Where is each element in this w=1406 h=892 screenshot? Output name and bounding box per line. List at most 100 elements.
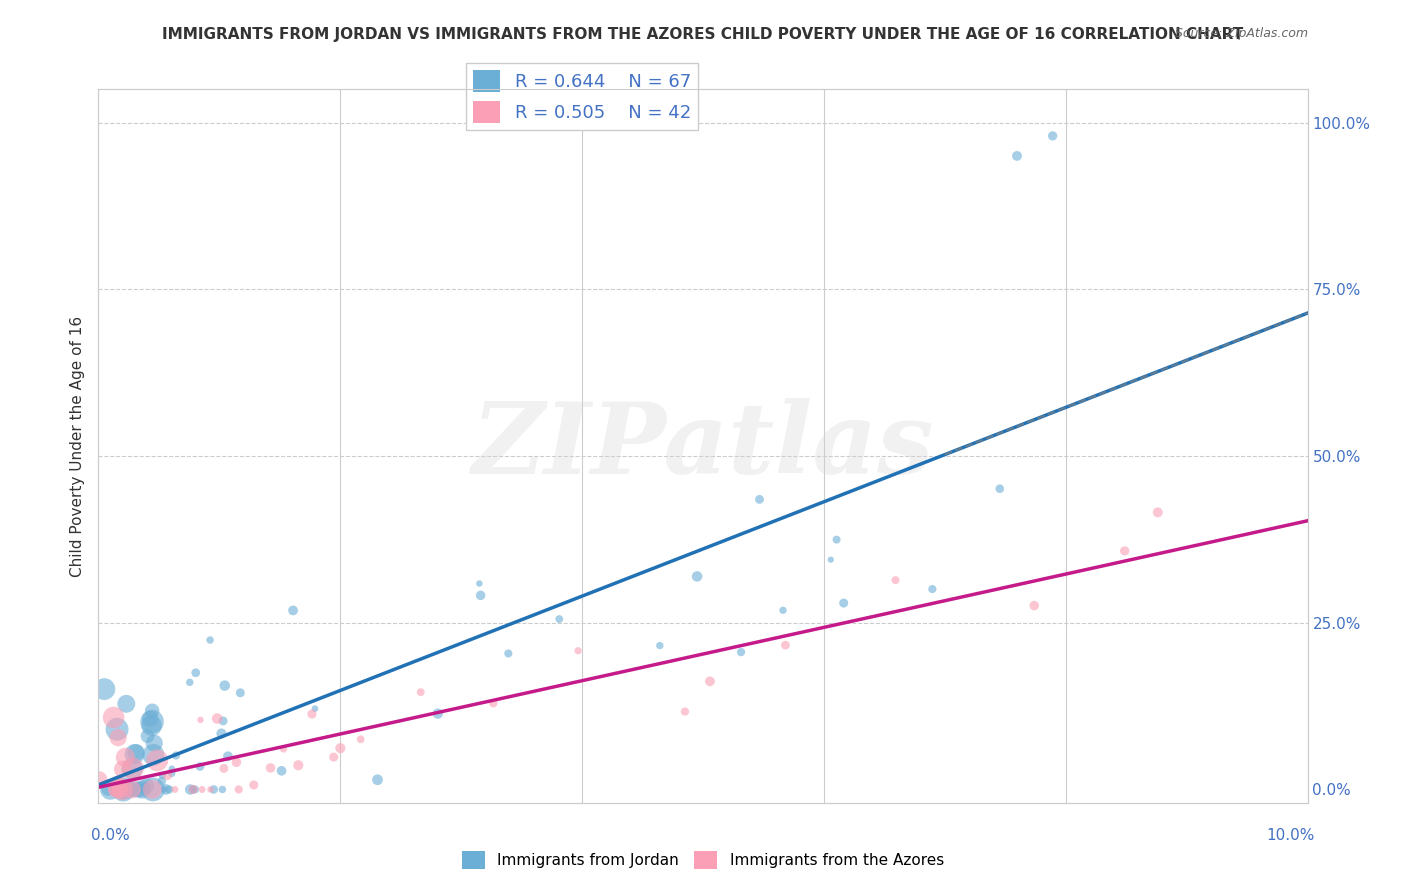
- Immigrants from Jordan: [229, 686, 252, 700]
- Immigrants from the Azores: [146, 753, 169, 767]
- Immigrants from Jordan: [214, 679, 236, 693]
- Immigrants from Jordan: [160, 766, 183, 780]
- Immigrants from the Azores: [329, 741, 352, 756]
- Immigrants from the Azores: [673, 705, 696, 719]
- Immigrants from the Azores: [107, 731, 129, 745]
- Immigrants from the Azores: [1146, 505, 1168, 519]
- Immigrants from Jordan: [143, 736, 166, 750]
- Immigrants from Jordan: [115, 697, 138, 711]
- Immigrants from Jordan: [281, 603, 304, 617]
- Immigrants from Jordan: [165, 748, 187, 763]
- Immigrants from Jordan: [124, 747, 146, 761]
- Immigrants from the Azores: [884, 573, 907, 587]
- Immigrants from Jordan: [142, 747, 165, 762]
- Text: IMMIGRANTS FROM JORDAN VS IMMIGRANTS FROM THE AZORES CHILD POVERTY UNDER THE AGE: IMMIGRANTS FROM JORDAN VS IMMIGRANTS FRO…: [162, 27, 1244, 42]
- Immigrants from the Azores: [111, 782, 134, 797]
- Immigrants from the Azores: [482, 696, 505, 710]
- Text: ZIPatlas: ZIPatlas: [472, 398, 934, 494]
- Immigrants from Jordan: [131, 782, 153, 797]
- Immigrants from the Azores: [287, 758, 309, 772]
- Immigrants from Jordan: [468, 576, 491, 591]
- Immigrants from Jordan: [748, 492, 770, 507]
- Immigrants from the Azores: [181, 782, 204, 797]
- Immigrants from Jordan: [135, 779, 157, 793]
- Immigrants from Jordan: [498, 647, 520, 661]
- Immigrants from Jordan: [1005, 149, 1028, 163]
- Immigrants from the Azores: [225, 756, 247, 770]
- Immigrants from Jordan: [153, 782, 176, 797]
- Immigrants from Jordan: [304, 701, 326, 715]
- Immigrants from the Azores: [107, 776, 129, 790]
- Immigrants from the Azores: [205, 712, 228, 726]
- Immigrants from the Azores: [103, 710, 125, 724]
- Immigrants from Jordan: [988, 482, 1011, 496]
- Immigrants from Jordan: [136, 729, 159, 743]
- Immigrants from the Azores: [156, 768, 179, 782]
- Immigrants from Jordan: [202, 782, 225, 797]
- Immigrants from the Azores: [111, 762, 134, 776]
- Legend: R = 0.644    N = 67, R = 0.505    N = 42: R = 0.644 N = 67, R = 0.505 N = 42: [465, 62, 699, 130]
- Immigrants from Jordan: [141, 718, 163, 732]
- Immigrants from Jordan: [832, 596, 855, 610]
- Immigrants from Jordan: [184, 782, 207, 797]
- Immigrants from Jordan: [212, 714, 235, 728]
- Immigrants from Jordan: [125, 746, 148, 760]
- Immigrants from Jordan: [820, 552, 842, 566]
- Immigrants from Jordan: [730, 645, 752, 659]
- Immigrants from Jordan: [139, 712, 162, 726]
- Immigrants from Jordan: [211, 782, 233, 797]
- Immigrants from Jordan: [548, 612, 571, 626]
- Y-axis label: Child Poverty Under the Age of 16: Child Poverty Under the Age of 16: [69, 316, 84, 576]
- Immigrants from Jordan: [150, 768, 173, 782]
- Immigrants from Jordan: [124, 782, 146, 797]
- Immigrants from Jordan: [179, 782, 201, 797]
- Immigrants from the Azores: [259, 761, 281, 775]
- Immigrants from Jordan: [921, 582, 943, 596]
- Immigrants from the Azores: [212, 761, 235, 775]
- Immigrants from Jordan: [112, 782, 135, 797]
- Immigrants from Jordan: [107, 782, 129, 797]
- Immigrants from Jordan: [128, 782, 150, 797]
- Immigrants from the Azores: [228, 782, 250, 797]
- Immigrants from Jordan: [157, 782, 180, 797]
- Immigrants from the Azores: [699, 674, 721, 689]
- Text: 10.0%: 10.0%: [1267, 828, 1315, 843]
- Immigrants from the Azores: [89, 772, 111, 786]
- Immigrants from Jordan: [198, 633, 221, 648]
- Immigrants from Jordan: [121, 762, 143, 776]
- Immigrants from Jordan: [120, 782, 142, 797]
- Immigrants from the Azores: [243, 778, 266, 792]
- Immigrants from Jordan: [825, 533, 848, 547]
- Immigrants from Jordan: [188, 759, 211, 773]
- Immigrants from Jordan: [426, 706, 449, 721]
- Immigrants from the Azores: [104, 782, 127, 797]
- Immigrants from Jordan: [217, 749, 239, 764]
- Immigrants from Jordan: [150, 774, 173, 789]
- Immigrants from Jordan: [181, 782, 204, 797]
- Immigrants from the Azores: [107, 781, 129, 796]
- Text: Source: ZipAtlas.com: Source: ZipAtlas.com: [1174, 27, 1308, 40]
- Immigrants from the Azores: [114, 750, 136, 764]
- Immigrants from Jordan: [97, 782, 120, 797]
- Immigrants from Jordan: [142, 782, 165, 797]
- Immigrants from Jordan: [98, 782, 121, 797]
- Immigrants from Jordan: [367, 772, 389, 787]
- Immigrants from the Azores: [108, 782, 131, 797]
- Immigrants from Jordan: [184, 665, 207, 680]
- Immigrants from Jordan: [686, 569, 709, 583]
- Immigrants from the Azores: [322, 750, 344, 764]
- Immigrants from the Azores: [122, 762, 145, 776]
- Immigrants from the Azores: [163, 782, 186, 797]
- Immigrants from the Azores: [121, 782, 143, 797]
- Immigrants from the Azores: [190, 713, 212, 727]
- Immigrants from Jordan: [93, 682, 115, 697]
- Text: 0.0%: 0.0%: [91, 828, 131, 843]
- Immigrants from the Azores: [191, 782, 214, 797]
- Immigrants from Jordan: [648, 639, 671, 653]
- Immigrants from Jordan: [470, 588, 492, 602]
- Immigrants from the Azores: [1024, 599, 1046, 613]
- Immigrants from the Azores: [141, 782, 163, 797]
- Immigrants from Jordan: [141, 704, 163, 718]
- Immigrants from Jordan: [1042, 128, 1064, 143]
- Immigrants from the Azores: [775, 638, 797, 652]
